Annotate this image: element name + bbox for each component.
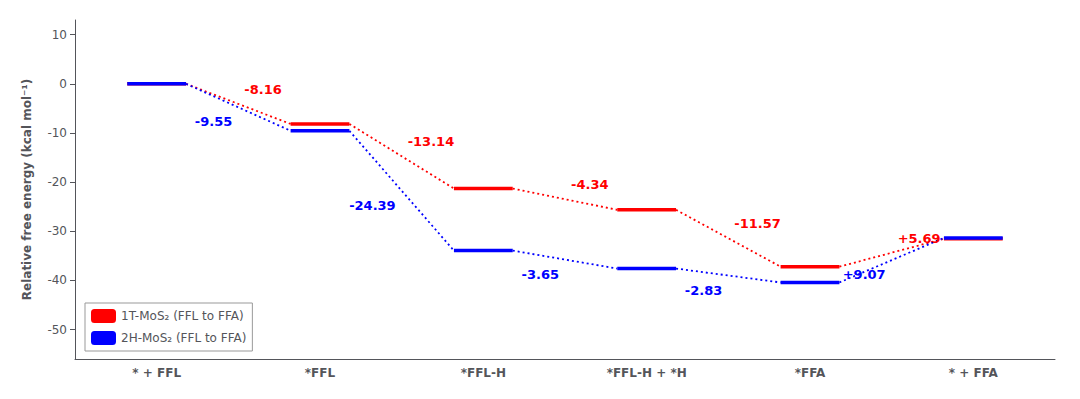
svg-text:-30: -30 [47, 224, 67, 238]
svg-text:-4.34: -4.34 [571, 177, 608, 192]
svg-text:*FFA: *FFA [795, 366, 826, 380]
svg-text:* + FFL: * + FFL [132, 366, 181, 380]
svg-text:2H-MoS₂ (FFL to FFA): 2H-MoS₂ (FFL to FFA) [121, 331, 246, 345]
svg-text:-10: -10 [47, 126, 67, 140]
svg-text:*FFL-H: *FFL-H [461, 366, 506, 380]
svg-text:0: 0 [59, 77, 67, 91]
svg-text:-40: -40 [47, 273, 67, 287]
svg-text:-20: -20 [47, 175, 67, 189]
svg-text:-3.65: -3.65 [522, 267, 559, 282]
svg-text:1T-MoS₂ (FFL to FFA): 1T-MoS₂ (FFL to FFA) [121, 309, 244, 323]
svg-text:Relative free energy (kcal mol: Relative free energy (kcal mol⁻¹) [20, 79, 34, 300]
svg-text:-11.57: -11.57 [734, 216, 781, 231]
svg-text:-9.55: -9.55 [195, 114, 232, 129]
svg-text:+9.07: +9.07 [843, 267, 886, 282]
svg-text:*FFL: *FFL [305, 366, 336, 380]
svg-text:10: 10 [52, 28, 67, 42]
svg-text:*FFL-H + *H: *FFL-H + *H [607, 366, 687, 380]
svg-text:-2.83: -2.83 [685, 283, 722, 298]
svg-text:* + FFA: * + FFA [949, 366, 999, 380]
svg-text:-24.39: -24.39 [349, 198, 396, 213]
svg-text:-8.16: -8.16 [244, 82, 281, 97]
svg-text:+5.69: +5.69 [898, 231, 941, 246]
svg-text:-50: -50 [47, 323, 67, 337]
svg-text:-13.14: -13.14 [408, 134, 455, 149]
